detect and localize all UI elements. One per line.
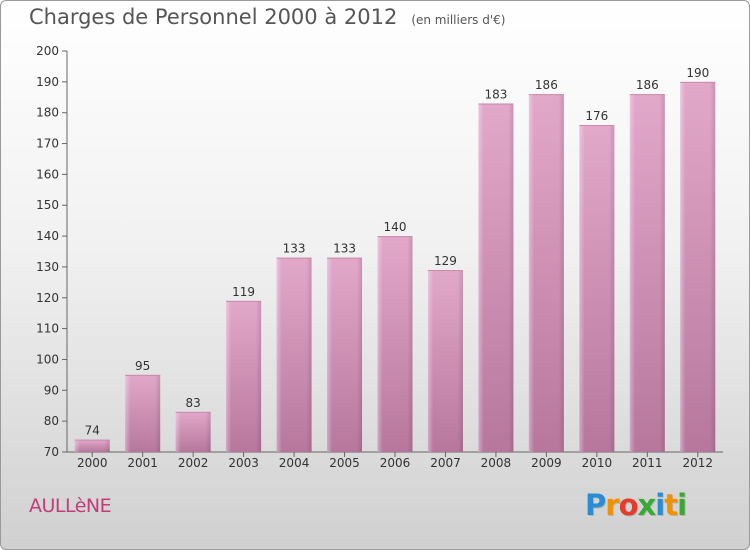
y-tick-label: 140	[36, 229, 59, 243]
data-label: 140	[384, 220, 407, 234]
logo-letter: r	[605, 488, 619, 522]
data-label: 133	[333, 242, 356, 256]
y-tick-label: 150	[36, 198, 59, 212]
x-tick-label: 2006	[380, 456, 411, 470]
x-tick-label: 2005	[329, 456, 360, 470]
bar-shade	[327, 257, 363, 452]
data-label: 83	[186, 396, 201, 410]
data-label: 95	[135, 359, 150, 373]
x-tick-label: 2007	[430, 456, 461, 470]
data-label: 190	[686, 66, 709, 80]
bar-shade	[74, 439, 110, 452]
y-tick-label: 90	[44, 383, 59, 397]
chart-title: Charges de Personnel 2000 à 2012 (en mill…	[29, 5, 505, 29]
bar-shade	[579, 125, 615, 453]
x-tick-label: 2011	[632, 456, 663, 470]
commune-name: AULLèNE	[29, 495, 112, 517]
x-tick-label: 2002	[178, 456, 209, 470]
bar-shade	[680, 81, 716, 452]
y-tick-label: 70	[44, 445, 59, 459]
bar-shade	[276, 257, 312, 452]
data-label: 183	[484, 87, 507, 101]
data-label: 176	[585, 109, 608, 123]
x-tick-label: 2003	[228, 456, 259, 470]
y-tick-label: 120	[36, 291, 59, 305]
logo-letter: i	[655, 488, 665, 522]
y-tick-label: 180	[36, 106, 59, 120]
logo-letter: o	[618, 488, 639, 522]
data-label: 74	[85, 424, 100, 438]
y-tick-label: 200	[36, 44, 59, 58]
logo-letter: P	[585, 488, 606, 522]
bar-shade	[175, 411, 211, 452]
data-label: 133	[283, 242, 306, 256]
y-tick-label: 130	[36, 260, 59, 274]
y-tick-label: 100	[36, 352, 59, 366]
x-tick-label: 2000	[77, 456, 108, 470]
y-tick-label: 110	[36, 322, 59, 336]
logo-letter: i	[677, 488, 687, 522]
bar-shade	[629, 94, 665, 452]
logo-letter: t	[664, 488, 678, 522]
y-tick-label: 190	[36, 75, 59, 89]
title-text: Charges de Personnel 2000 à 2012	[29, 5, 398, 29]
bar-shade	[377, 236, 413, 452]
y-tick-label: 170	[36, 137, 59, 151]
bar-shade	[427, 270, 463, 452]
bar-shade	[478, 103, 514, 452]
x-tick-label: 2012	[682, 456, 713, 470]
data-label: 186	[636, 78, 659, 92]
bar-shade	[528, 94, 564, 452]
x-tick-label: 2008	[481, 456, 512, 470]
data-label: 119	[232, 285, 255, 299]
y-tick-label: 80	[44, 414, 59, 428]
y-tick-label: 160	[36, 167, 59, 181]
data-label: 186	[535, 78, 558, 92]
data-label: 129	[434, 254, 457, 268]
unit-note: (en milliers d'€)	[411, 13, 506, 27]
bar-shade	[125, 374, 161, 452]
x-tick-label: 2009	[531, 456, 562, 470]
x-tick-label: 2001	[127, 456, 158, 470]
x-tick-label: 2010	[582, 456, 613, 470]
logo-letter: x	[637, 488, 657, 522]
proxiti-logo: Proxiti	[585, 488, 687, 522]
bar-shade	[226, 300, 262, 452]
x-tick-label: 2004	[279, 456, 310, 470]
